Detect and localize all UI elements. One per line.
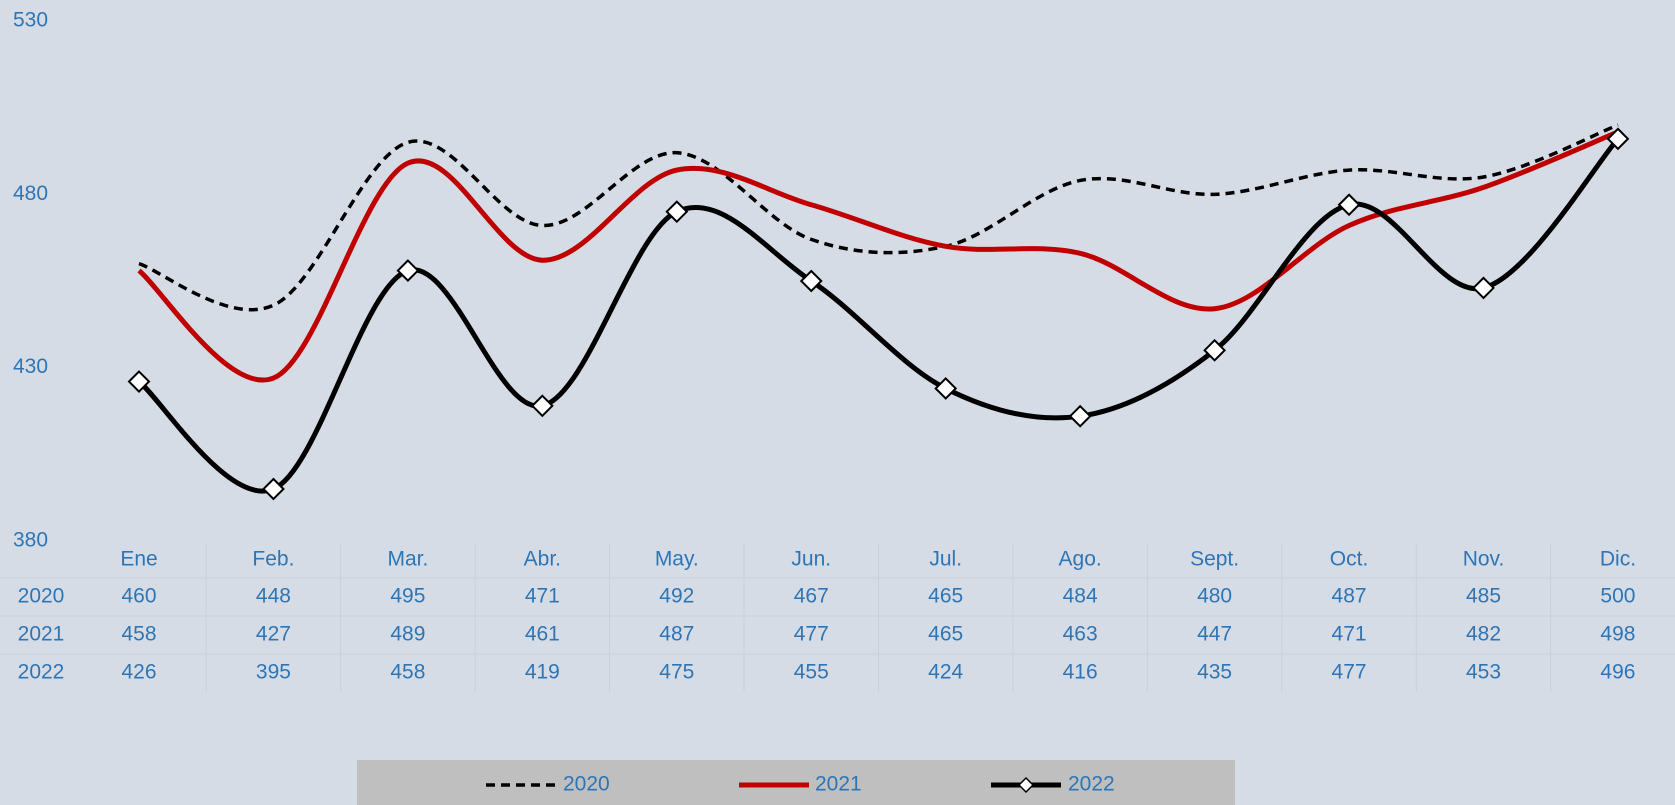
table-value: 463 xyxy=(1063,623,1098,646)
table-value: 395 xyxy=(256,661,291,684)
x-tick-label: Mar. xyxy=(387,548,428,571)
table-value: 447 xyxy=(1197,623,1232,646)
table-value: 492 xyxy=(659,585,694,608)
table-value: 487 xyxy=(1332,585,1367,608)
table-value: 471 xyxy=(1332,623,1367,646)
marker xyxy=(1068,404,1092,428)
table-value: 427 xyxy=(256,623,291,646)
table-value: 498 xyxy=(1600,623,1635,646)
x-tick-label: Feb. xyxy=(252,548,294,571)
marker xyxy=(799,269,823,293)
marker xyxy=(530,394,554,418)
table-row-label: 2020 xyxy=(18,585,65,608)
marker xyxy=(665,200,689,224)
table-value: 465 xyxy=(928,585,963,608)
y-tick-label: 530 xyxy=(13,9,48,32)
table-value: 453 xyxy=(1466,661,1501,684)
table-value: 461 xyxy=(525,623,560,646)
x-tick-label: Oct. xyxy=(1330,548,1369,571)
table-value: 435 xyxy=(1197,661,1232,684)
table-value: 419 xyxy=(525,661,560,684)
x-tick-label: May. xyxy=(655,548,699,571)
table-value: 471 xyxy=(525,585,560,608)
x-tick-label: Jul. xyxy=(929,548,962,571)
marker xyxy=(1203,338,1227,362)
table-value: 458 xyxy=(121,623,156,646)
legend-label: 2021 xyxy=(815,773,862,796)
table-value: 467 xyxy=(794,585,829,608)
table-value: 458 xyxy=(390,661,425,684)
table-value: 460 xyxy=(121,585,156,608)
marker xyxy=(262,477,285,501)
legend-label: 2020 xyxy=(563,773,610,796)
table-value: 482 xyxy=(1466,623,1501,646)
table-value: 455 xyxy=(794,661,829,684)
table-value: 496 xyxy=(1600,661,1635,684)
legend-marker xyxy=(1017,776,1035,794)
table-value: 426 xyxy=(121,661,156,684)
table-value: 480 xyxy=(1197,585,1232,608)
y-tick-label: 380 xyxy=(13,529,48,552)
table-value: 448 xyxy=(256,585,291,608)
table-value: 416 xyxy=(1063,661,1098,684)
marker xyxy=(1337,193,1361,217)
marker xyxy=(1606,127,1630,151)
table-value: 465 xyxy=(928,623,963,646)
x-tick-label: Jun. xyxy=(791,548,831,571)
marker xyxy=(127,370,151,393)
table-value: 424 xyxy=(928,661,963,684)
table-value: 477 xyxy=(1332,661,1367,684)
x-tick-label: Dic. xyxy=(1600,548,1636,571)
table-value: 495 xyxy=(390,585,425,608)
marker xyxy=(396,259,420,283)
table-value: 487 xyxy=(659,623,694,646)
table-value: 484 xyxy=(1063,585,1098,608)
table-value: 489 xyxy=(390,623,425,646)
table-row-label: 2022 xyxy=(18,661,65,684)
x-tick-label: Ago. xyxy=(1059,548,1102,571)
x-tick-label: Ene xyxy=(120,548,157,571)
x-tick-label: Sept. xyxy=(1190,548,1239,571)
x-tick-label: Nov. xyxy=(1463,548,1505,571)
marker xyxy=(1472,276,1495,300)
table-value: 475 xyxy=(659,661,694,684)
x-tick-label: Abr. xyxy=(524,548,561,571)
y-tick-label: 480 xyxy=(13,182,48,205)
table-row-label: 2021 xyxy=(18,623,65,646)
series-line xyxy=(137,137,1620,494)
marker xyxy=(934,377,958,400)
table-value: 477 xyxy=(794,623,829,646)
legend-label: 2022 xyxy=(1068,773,1115,796)
series-line xyxy=(138,123,1619,312)
series-line xyxy=(137,129,1619,383)
y-tick-label: 430 xyxy=(13,355,48,378)
table-value: 485 xyxy=(1466,585,1501,608)
table-value: 500 xyxy=(1600,585,1635,608)
